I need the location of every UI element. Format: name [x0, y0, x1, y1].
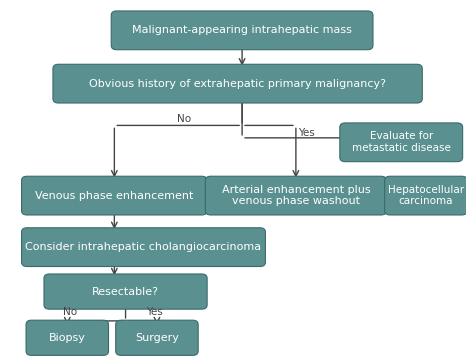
Text: Yes: Yes [298, 128, 315, 138]
Text: Venous phase enhancement: Venous phase enhancement [35, 191, 193, 201]
Text: Malignant-appearing intrahepatic mass: Malignant-appearing intrahepatic mass [132, 25, 352, 35]
FancyBboxPatch shape [22, 228, 265, 266]
Text: Surgery: Surgery [135, 333, 179, 343]
Text: Resectable?: Resectable? [92, 287, 159, 297]
Text: Biopsy: Biopsy [49, 333, 86, 343]
Text: No: No [63, 306, 77, 317]
Text: Obvious history of extrahepatic primary malignancy?: Obvious history of extrahepatic primary … [89, 79, 386, 89]
Text: Evaluate for
metastatic disease: Evaluate for metastatic disease [352, 131, 451, 153]
Text: No: No [177, 114, 191, 124]
FancyBboxPatch shape [116, 320, 198, 355]
FancyBboxPatch shape [340, 123, 463, 162]
FancyBboxPatch shape [22, 176, 207, 215]
FancyBboxPatch shape [44, 274, 207, 309]
Text: Hepatocellular
carcinoma: Hepatocellular carcinoma [388, 185, 464, 206]
FancyBboxPatch shape [53, 64, 422, 103]
Text: Arterial enhancement plus
venous phase washout: Arterial enhancement plus venous phase w… [221, 185, 370, 206]
FancyBboxPatch shape [26, 320, 109, 355]
FancyBboxPatch shape [384, 176, 467, 215]
Text: Consider intrahepatic cholangiocarcinoma: Consider intrahepatic cholangiocarcinoma [26, 242, 262, 252]
FancyBboxPatch shape [205, 176, 386, 215]
Text: Yes: Yes [146, 306, 163, 317]
FancyBboxPatch shape [111, 11, 373, 50]
